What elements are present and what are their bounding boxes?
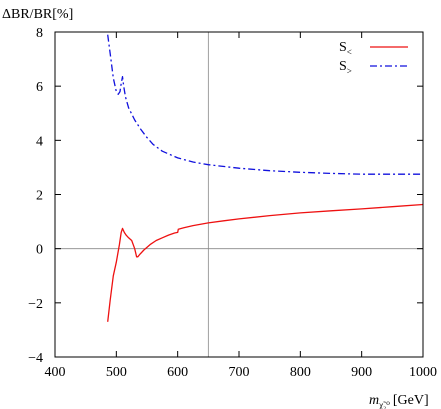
legend: S< S> (339, 40, 408, 76)
series-line-s-less (107, 203, 424, 322)
y-tick-label: −2 (28, 297, 43, 312)
plot-frame (54, 31, 424, 358)
x-tick-label: 600 (167, 365, 188, 380)
x-tick-label: 900 (351, 365, 372, 380)
x-tick-label: 800 (290, 365, 311, 380)
x-tick-label: 500 (106, 365, 127, 380)
y-tick-label: 8 (36, 26, 43, 41)
y-axis-label: ΔBR/BR[%] (2, 7, 73, 22)
legend-label-s-greater: S> (339, 59, 352, 76)
y-tick-label: 2 (36, 189, 43, 204)
series-line-s-greater (107, 34, 423, 175)
y-tick-label: 6 (36, 80, 43, 95)
y-tick-label: −4 (28, 351, 43, 366)
y-tick-label: 4 (36, 134, 43, 149)
x-tick-label: 400 (45, 365, 66, 380)
x-tick-label: 1000 (409, 365, 437, 380)
y-tick-label: 0 (36, 243, 43, 258)
x-tick-label: 700 (229, 365, 250, 380)
legend-label-s-less: S< (339, 40, 352, 57)
x-axis-label: mχ̃₂⁰ [GeV] (369, 393, 429, 409)
